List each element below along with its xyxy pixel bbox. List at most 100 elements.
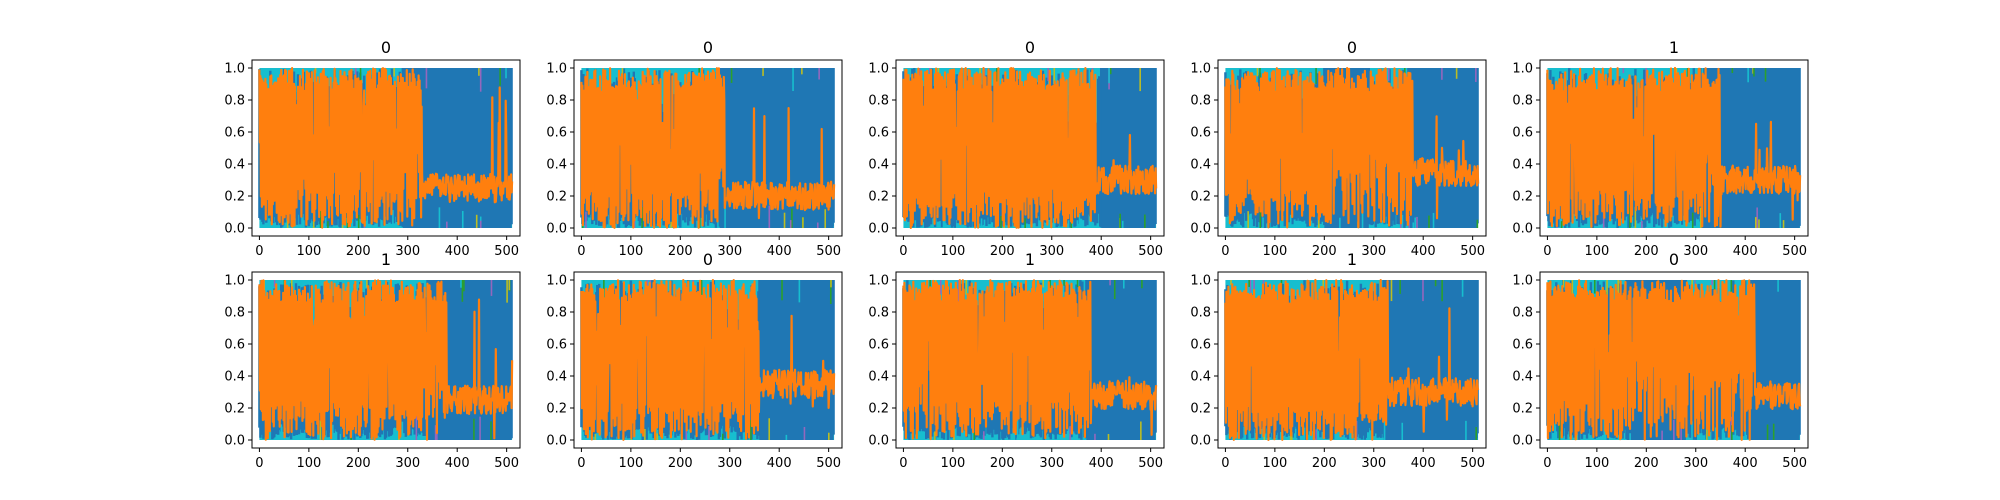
series-blue-block (1086, 280, 1156, 440)
y-tick-label: 0.8 (868, 306, 889, 321)
series-orange (580, 67, 836, 229)
subplot-title: 1 (1347, 250, 1357, 269)
series-orange (580, 279, 836, 441)
plot-area (1546, 279, 1802, 441)
series-orange (1546, 66, 1802, 228)
x-tick-label: 0 (1543, 456, 1551, 471)
plot-area (1224, 67, 1480, 229)
series-orange (1224, 278, 1480, 441)
y-tick-label: 0.8 (1512, 94, 1533, 109)
x-tick-label: 400 (1733, 244, 1758, 259)
y-tick-label: 0.2 (1512, 402, 1533, 417)
y-tick-label: 0.2 (224, 190, 245, 205)
x-tick-label: 300 (717, 456, 742, 471)
subplot-title: 1 (1025, 250, 1035, 269)
y-tick-label: 0.0 (1190, 222, 1211, 237)
x-tick-label: 100 (1584, 456, 1609, 471)
x-tick-label: 300 (1361, 244, 1386, 259)
x-tick-label: 100 (296, 456, 321, 471)
y-tick-label: 0.6 (1190, 338, 1211, 353)
x-tick-label: 200 (1634, 244, 1659, 259)
axes-frame (1217, 271, 1487, 449)
y-tick-label: 1.0 (546, 274, 567, 289)
y-tick-label: 0.4 (868, 370, 889, 385)
y-tick-label: 1.0 (224, 62, 245, 77)
x-tick-label: 400 (1089, 456, 1114, 471)
series-blue-block (759, 280, 834, 440)
x-tick-label: 100 (618, 456, 643, 471)
y-tick-label: 0.0 (1512, 222, 1533, 237)
y-tick-label: 1.0 (868, 274, 889, 289)
x-tick-label: 500 (1782, 244, 1807, 259)
axes-frame (895, 271, 1165, 449)
y-tick-label: 0.0 (224, 222, 245, 237)
x-tick-label: 400 (445, 244, 470, 259)
axes-frame (573, 271, 843, 449)
axes-frame (1217, 59, 1487, 237)
plot-area (1224, 278, 1480, 441)
x-tick-label: 300 (1039, 456, 1064, 471)
subplot-title: 1 (1669, 38, 1679, 57)
x-tick-label: 300 (1361, 456, 1386, 471)
y-tick-label: 1.0 (868, 62, 889, 77)
x-tick-label: 200 (668, 244, 693, 259)
series-orange (1546, 279, 1802, 441)
y-tick-label: 0.4 (224, 158, 245, 173)
axes-frame (1539, 59, 1809, 237)
y-tick-label: 0.0 (1512, 434, 1533, 449)
axes-frame (573, 59, 843, 237)
x-tick-label: 400 (767, 456, 792, 471)
x-tick-label: 200 (668, 456, 693, 471)
y-tick-label: 0.0 (546, 222, 567, 237)
y-tick-label: 1.0 (1512, 62, 1533, 77)
y-tick-label: 0.4 (546, 370, 567, 385)
y-tick-label: 0.0 (868, 222, 889, 237)
y-tick-label: 0.2 (1190, 402, 1211, 417)
x-tick-label: 300 (717, 244, 742, 259)
series-blue-block (1383, 280, 1478, 440)
subplot-3: 0 100 200 300 400 500 0.0 0.2 0.4 0.6 0.8 1.0 0 (868, 38, 1165, 259)
series-orange (1224, 67, 1480, 229)
x-tick-label: 0 (1543, 244, 1551, 259)
axes-frame (251, 59, 521, 237)
y-tick-label: 0.4 (224, 370, 245, 385)
x-tick-label: 500 (494, 244, 519, 259)
series-blue-block-2 (1750, 280, 1800, 440)
x-tick-label: 0 (899, 456, 907, 471)
y-tick-label: 0.0 (1190, 434, 1211, 449)
y-tick-label: 0.6 (546, 338, 567, 353)
y-tick-label: 1.0 (1190, 274, 1211, 289)
x-tick-label: 500 (494, 456, 519, 471)
x-tick-label: 200 (990, 244, 1015, 259)
y-tick-label: 0.6 (224, 126, 245, 141)
y-tick-label: 1.0 (546, 62, 567, 77)
y-tick-label: 0.0 (868, 434, 889, 449)
y-tick-label: 0.8 (1512, 306, 1533, 321)
x-tick-label: 500 (1460, 456, 1485, 471)
y-tick-label: 0.8 (546, 94, 567, 109)
x-tick-label: 400 (1411, 244, 1436, 259)
subplot-title: 0 (381, 38, 391, 57)
plot-area (580, 279, 836, 441)
subplot-10: 0 100 200 300 400 500 0.0 0.2 0.4 0.6 0.8 1.0 0 (1512, 250, 1809, 471)
y-tick-label: 0.8 (224, 94, 245, 109)
x-tick-label: 100 (618, 244, 643, 259)
x-tick-label: 100 (940, 244, 965, 259)
subplot-title: 0 (1669, 250, 1679, 269)
y-tick-label: 0.6 (1512, 338, 1533, 353)
x-tick-label: 300 (1039, 244, 1064, 259)
x-tick-label: 300 (395, 456, 420, 471)
x-tick-label: 500 (1782, 456, 1807, 471)
x-tick-label: 100 (940, 456, 965, 471)
y-tick-label: 0.6 (546, 126, 567, 141)
x-tick-label: 200 (346, 456, 371, 471)
series-orange (258, 279, 514, 441)
x-tick-label: 300 (395, 244, 420, 259)
y-tick-label: 0.2 (224, 402, 245, 417)
y-tick-label: 0.4 (546, 158, 567, 173)
axes-frame (895, 59, 1165, 237)
series-blue-block (1101, 68, 1156, 228)
x-tick-label: 400 (445, 456, 470, 471)
plot-area (902, 67, 1158, 229)
plot-area (258, 67, 514, 229)
